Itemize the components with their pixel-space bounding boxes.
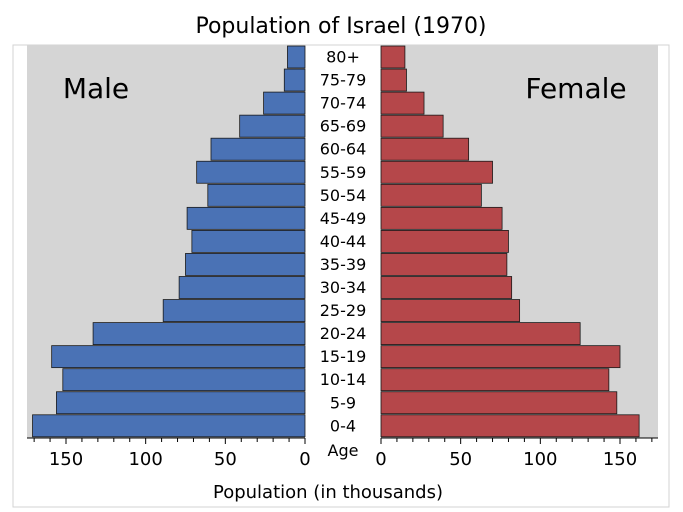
male-tick-label: 50 (214, 449, 237, 470)
female-bar-55-59 (380, 160, 493, 184)
age-label-70-74: 70-74 (320, 94, 367, 113)
age-label-15-19: 15-19 (320, 347, 367, 366)
age-label-55-59: 55-59 (320, 163, 367, 182)
female-bar-10-14 (380, 368, 610, 392)
male-bar-10-14 (62, 368, 306, 392)
female-bar-40-44 (380, 229, 509, 253)
male-tick-label: 100 (128, 449, 162, 470)
age-label-5-9: 5-9 (330, 393, 356, 412)
male-bar-20-24 (92, 322, 306, 346)
female-tick-label: 150 (603, 449, 637, 470)
age-label-20-24: 20-24 (320, 324, 367, 343)
male-bar-45-49 (186, 206, 306, 230)
male-bar-35-39 (185, 253, 306, 276)
male-bar-5-9 (56, 391, 306, 415)
age-group-labels: 80+ 75-79 70-74 65-69 60-64 55-59 50-54 45-49 40… (320, 48, 367, 436)
female-tick-label: 0 (375, 449, 386, 470)
age-label-65-69: 65-69 (320, 117, 367, 136)
male-bar-25-29 (162, 299, 306, 322)
chart-title: Population of Israel (1970) (195, 14, 486, 39)
female-bar-5-9 (380, 391, 618, 415)
male-bar-40-44 (191, 229, 306, 253)
male-bar-55-59 (196, 160, 306, 184)
male-x-axis: 0 50 100 150 (27, 437, 311, 470)
female-bars (380, 45, 640, 438)
female-tick-label: 100 (523, 449, 557, 470)
female-bar-75-79 (380, 68, 407, 92)
male-bar-50-54 (207, 183, 306, 207)
male-bar-15-19 (51, 345, 306, 369)
male-bar-65-69 (239, 114, 306, 138)
female-bar-30-34 (380, 276, 513, 299)
female-bar-45-49 (380, 206, 503, 230)
female-bar-25-29 (380, 299, 521, 322)
male-bar-30-34 (178, 276, 306, 299)
age-label-25-29: 25-29 (320, 301, 367, 320)
age-label-10-14: 10-14 (320, 370, 367, 389)
age-label-75-79: 75-79 (320, 71, 367, 90)
age-axis-label: Age (328, 441, 359, 460)
age-label-0-4: 0-4 (330, 416, 356, 435)
female-x-axis: 0 50 100 150 (375, 437, 658, 470)
female-bar-50-54 (380, 183, 482, 207)
female-panel-label: Female (525, 72, 626, 105)
male-bar-75-79 (283, 68, 306, 92)
male-bar-70-74 (263, 91, 306, 115)
male-tick-label: 150 (49, 449, 83, 470)
female-bar-20-24 (380, 322, 581, 346)
male-tick-label: 0 (299, 449, 310, 470)
age-label-45-49: 45-49 (320, 209, 367, 228)
male-bar-80plus (287, 45, 306, 69)
female-bar-70-74 (380, 91, 425, 115)
age-label-60-64: 60-64 (320, 140, 367, 159)
female-bar-65-69 (380, 114, 444, 138)
female-tick-label: 50 (449, 449, 472, 470)
age-label-40-44: 40-44 (320, 232, 367, 251)
male-bar-0-4 (32, 414, 306, 438)
age-label-30-34: 30-34 (320, 278, 367, 297)
male-bar-60-64 (210, 137, 306, 161)
female-bar-15-19 (380, 345, 621, 369)
female-bar-60-64 (380, 137, 470, 161)
age-label-80plus: 80+ (326, 48, 360, 67)
female-bar-35-39 (380, 253, 508, 276)
age-label-35-39: 35-39 (320, 255, 367, 274)
male-bars (32, 45, 306, 438)
age-label-50-54: 50-54 (320, 186, 367, 205)
female-bar-0-4 (380, 414, 640, 438)
female-bar-80plus (380, 45, 406, 69)
x-axis-label: Population (in thousands) (213, 482, 443, 503)
male-panel-label: Male (63, 72, 129, 105)
